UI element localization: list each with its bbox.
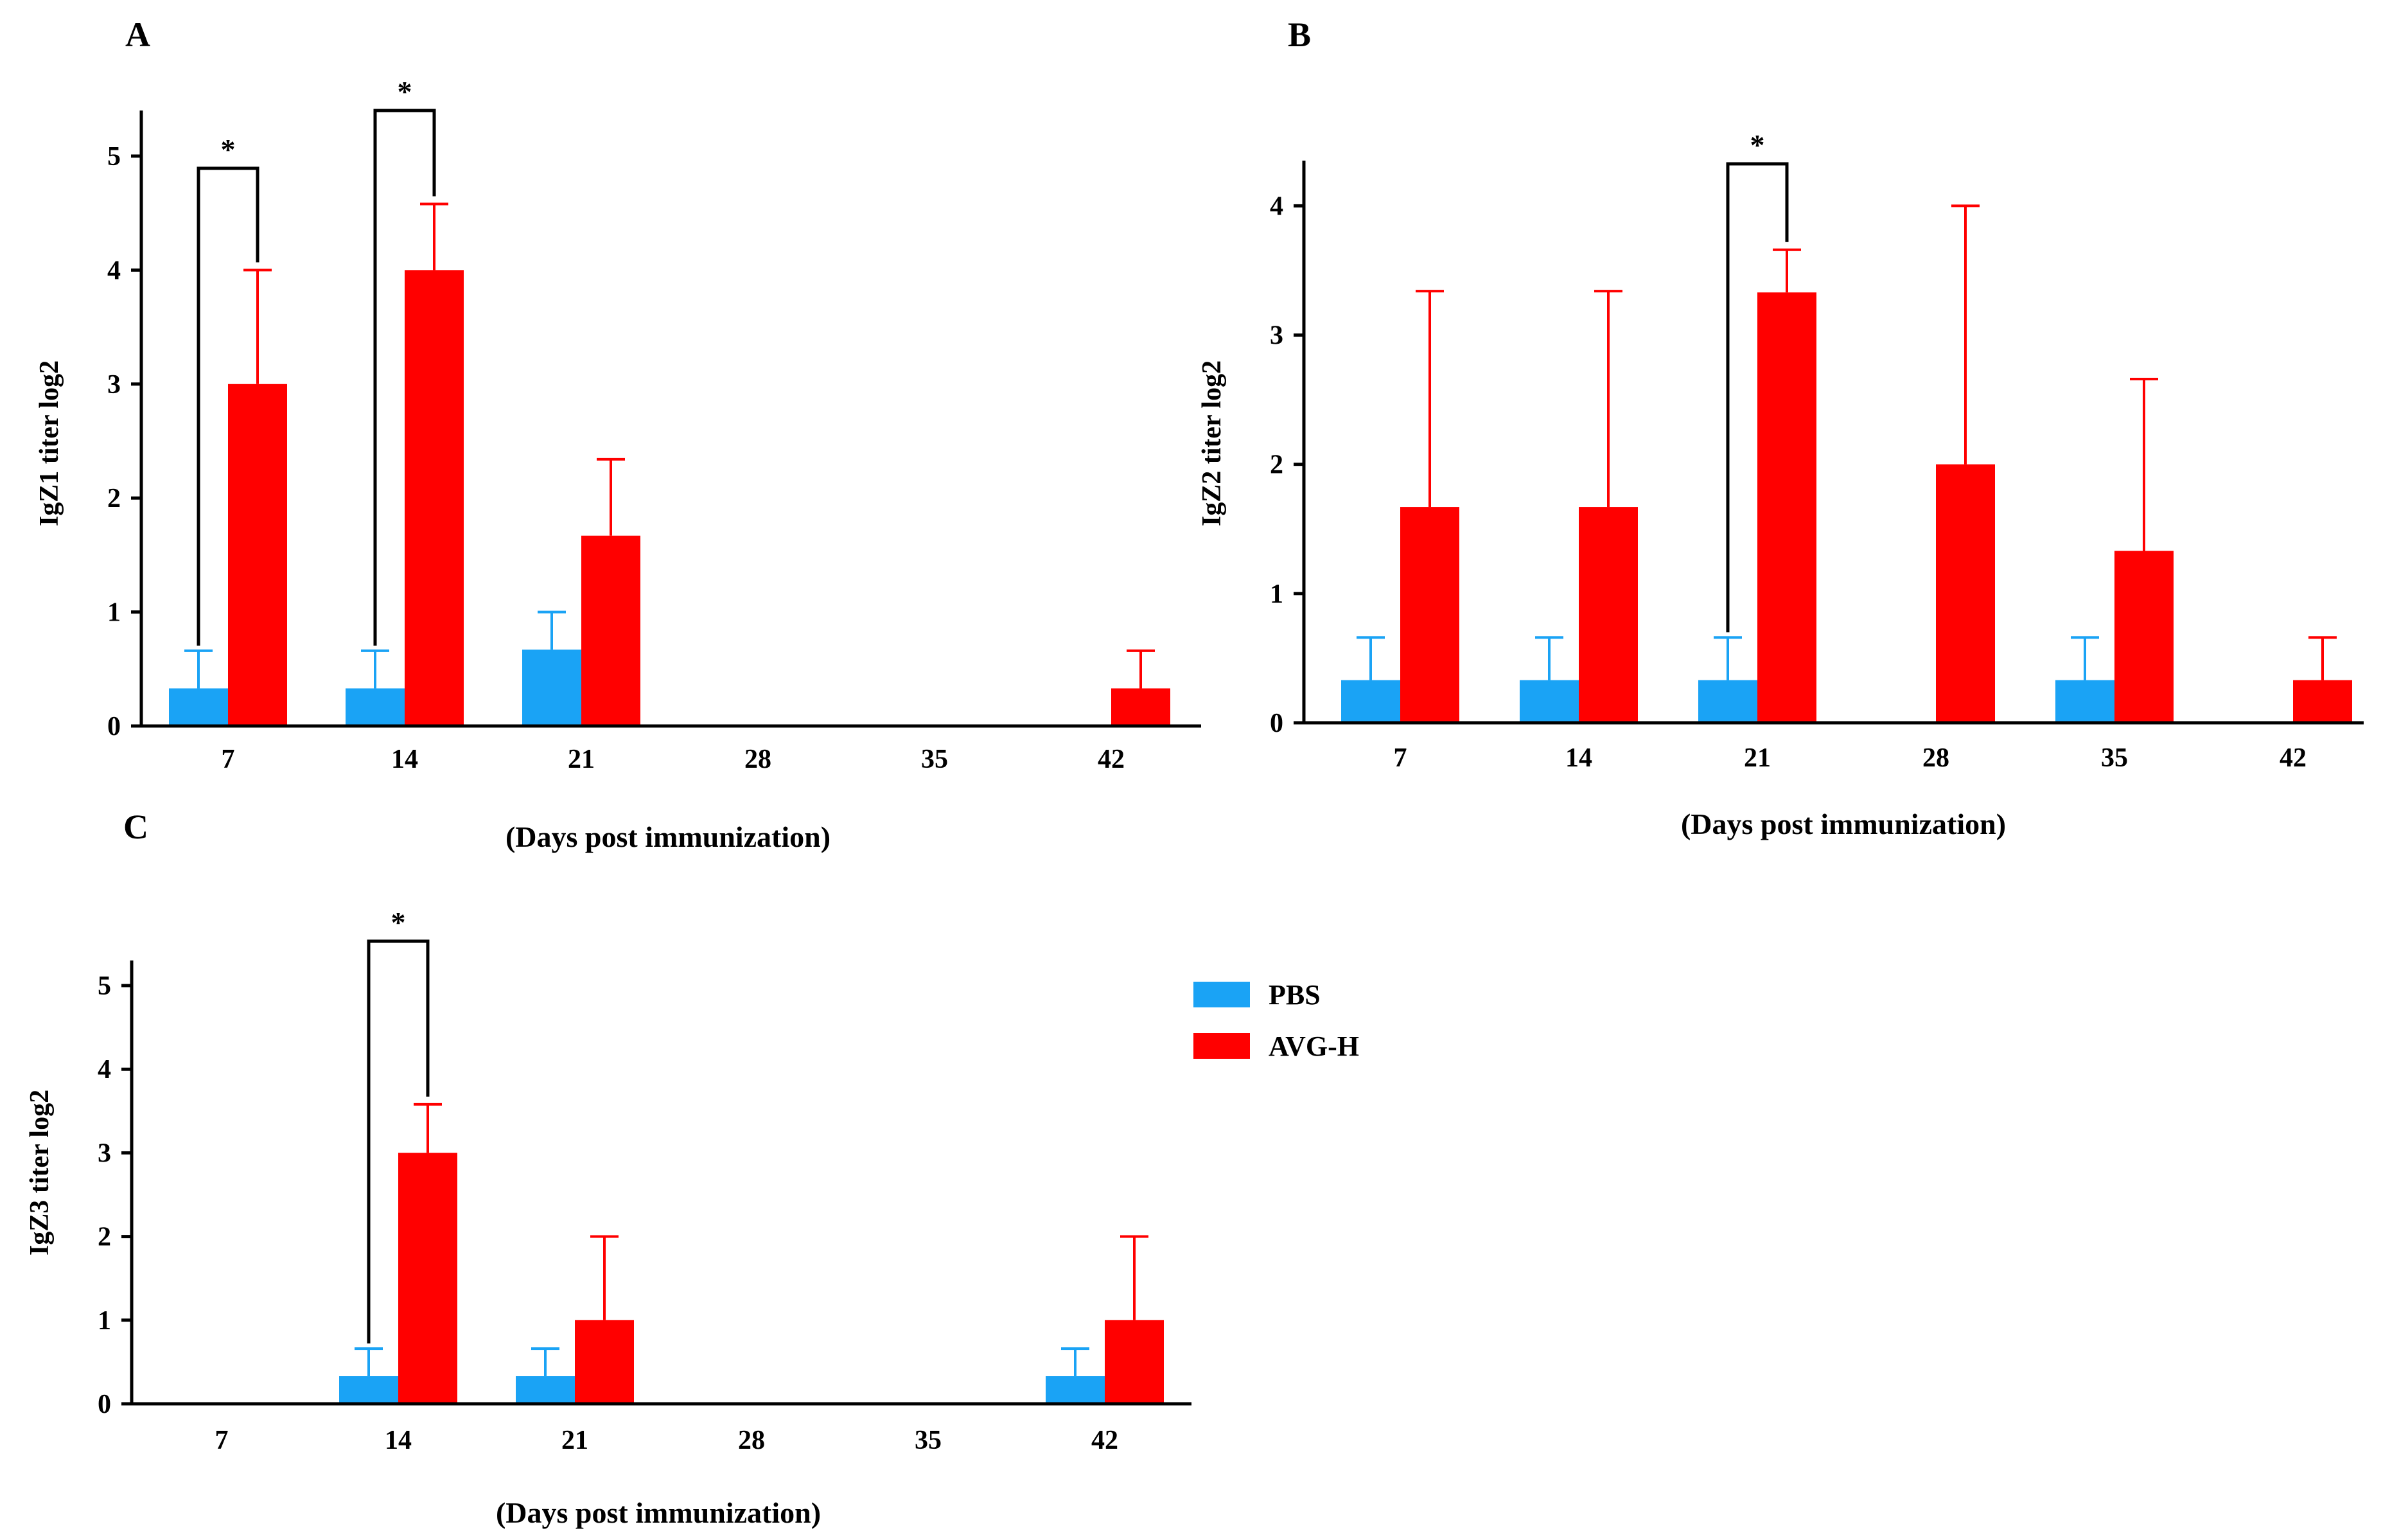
panel-a-bar-pbs-day-14 [346, 688, 405, 726]
panel-b-x-tick-label: 14 [1565, 743, 1592, 773]
panel-b-x-tick-label: 21 [1744, 743, 1771, 773]
panel-a-significance-bracket [373, 109, 436, 646]
panel-c-y-tick-label: 1 [98, 1306, 111, 1336]
panel-c-y-tick-label: 5 [98, 971, 111, 1001]
panel-b-y-tick-label: 4 [1270, 191, 1283, 221]
panel-a-x-tick-label: 28 [744, 745, 771, 774]
panel-a-chart: A IgZ1 titer log2 (Days post immunizatio… [35, 15, 1201, 853]
panel-a-x-axis-label: (Days post immunization) [505, 820, 830, 853]
panel-b-x-tick-label: 35 [2101, 743, 2128, 773]
panel-b-bar-avg-h-day-35 [2114, 551, 2174, 723]
panel-b-y-tick-label: 0 [1270, 709, 1283, 738]
panel-a-bar-avg-h-day-42 [1111, 688, 1170, 726]
panel-b-bar-avg-h-day-42 [2293, 680, 2352, 723]
panel-b-x-tick-label: 7 [1394, 743, 1407, 773]
panel-c-x-tick-label: 35 [915, 1426, 942, 1455]
panel-a-x-tick-label: 35 [921, 745, 948, 774]
panel-c-x-axis-label: (Days post immunization) [496, 1496, 821, 1529]
panel-b-bar-avg-h-day-14 [1579, 507, 1638, 723]
panel-a-significance-bracket [197, 166, 259, 646]
panel-b-significance-star: * [1750, 128, 1765, 161]
panel-b-x-tick-label: 28 [1922, 743, 1949, 773]
panel-b-bar-avg-h-day-21 [1757, 292, 1816, 723]
panel-c-y-tick-label: 4 [98, 1055, 111, 1084]
panel-b-bar-pbs-day-35 [2055, 680, 2114, 723]
panel-a-bar-pbs-day-21 [522, 650, 581, 726]
panel-b-y-tick-label: 3 [1270, 321, 1283, 351]
panel-b-y-axis-label: IgZ2 titer log2 [1197, 360, 1227, 526]
panel-a-significance-star: * [221, 133, 236, 166]
panel-b-bar-pbs-day-14 [1520, 680, 1579, 723]
panel-a-x-tick-label: 42 [1098, 745, 1125, 774]
panel-c-y-axis-label: IgZ3 titer log2 [25, 1090, 55, 1255]
legend-swatch-pbs [1193, 982, 1250, 1007]
panel-b-y-tick-label: 1 [1270, 580, 1283, 609]
panel-b-y-tick-label: 2 [1270, 450, 1283, 480]
panel-b-letter: B [1288, 15, 1311, 54]
panel-a-y-tick-label: 1 [107, 598, 121, 628]
panel-a-y-tick-label: 0 [107, 712, 121, 741]
panel-c-y-tick-label: 0 [98, 1390, 111, 1419]
panel-a-x-tick-label: 14 [391, 745, 418, 774]
panel-c-x-tick-label: 14 [385, 1426, 412, 1455]
panel-b-significance-bracket [1726, 162, 1789, 633]
panel-c-y-tick-label: 2 [98, 1223, 111, 1252]
panel-b-x-tick-label: 42 [2280, 743, 2307, 773]
legend-label-pbs: PBS [1269, 979, 1321, 1011]
panel-c-letter: C [123, 808, 148, 846]
panel-a-x-tick-label: 21 [568, 745, 595, 774]
panel-b-bar-avg-h-day-28 [1936, 464, 1995, 723]
panel-b-bar-pbs-day-21 [1698, 680, 1757, 723]
panel-c-x-tick-label: 42 [1091, 1426, 1118, 1455]
panel-c-bar-pbs-day-21 [516, 1376, 575, 1404]
legend-label-avg-h: AVG-H [1269, 1031, 1359, 1062]
panel-a-y-tick-label: 4 [107, 256, 121, 285]
panel-c-bar-avg-h-day-42 [1105, 1320, 1164, 1404]
panel-a-letter: A [125, 15, 150, 54]
panel-b-x-axis-label: (Days post immunization) [1681, 808, 2006, 840]
panel-a-bar-pbs-day-7 [169, 688, 228, 726]
panel-c-y-tick-label: 3 [98, 1138, 111, 1168]
panel-a-y-axis-label: IgZ1 titer log2 [35, 360, 64, 526]
panel-c-x-tick-label: 7 [215, 1426, 229, 1455]
panel-a-bar-avg-h-day-7 [228, 384, 287, 726]
panel-b-bar-avg-h-day-7 [1400, 507, 1459, 723]
panel-c-bar-avg-h-day-14 [398, 1153, 457, 1404]
panel-c-x-tick-label: 28 [738, 1426, 765, 1455]
panel-a-x-tick-label: 7 [222, 745, 235, 774]
panel-b-chart: B IgZ2 titer log2 (Days post immunizatio… [1197, 15, 2364, 840]
panel-c-x-tick-label: 21 [561, 1426, 588, 1455]
legend: PBS AVG-H [1193, 979, 1359, 1062]
panel-c-bar-pbs-day-42 [1046, 1376, 1105, 1404]
panel-a-significance-star: * [398, 75, 412, 108]
panel-c-significance-star: * [391, 906, 406, 939]
panel-c-bar-avg-h-day-21 [575, 1320, 634, 1404]
legend-swatch-avg-h [1193, 1033, 1250, 1059]
panel-c-significance-bracket [367, 939, 430, 1344]
panel-a-bar-avg-h-day-21 [581, 535, 640, 726]
panel-c-bar-pbs-day-14 [339, 1376, 398, 1404]
panel-a-bar-avg-h-day-14 [405, 270, 464, 726]
panel-a-y-tick-label: 5 [107, 142, 121, 172]
panel-b-bar-pbs-day-7 [1341, 680, 1400, 723]
panel-c-chart: C IgZ3 titer log2 (Days post immunizatio… [25, 808, 1191, 1529]
panel-a-y-tick-label: 3 [107, 370, 121, 400]
panel-a-y-tick-label: 2 [107, 484, 121, 513]
